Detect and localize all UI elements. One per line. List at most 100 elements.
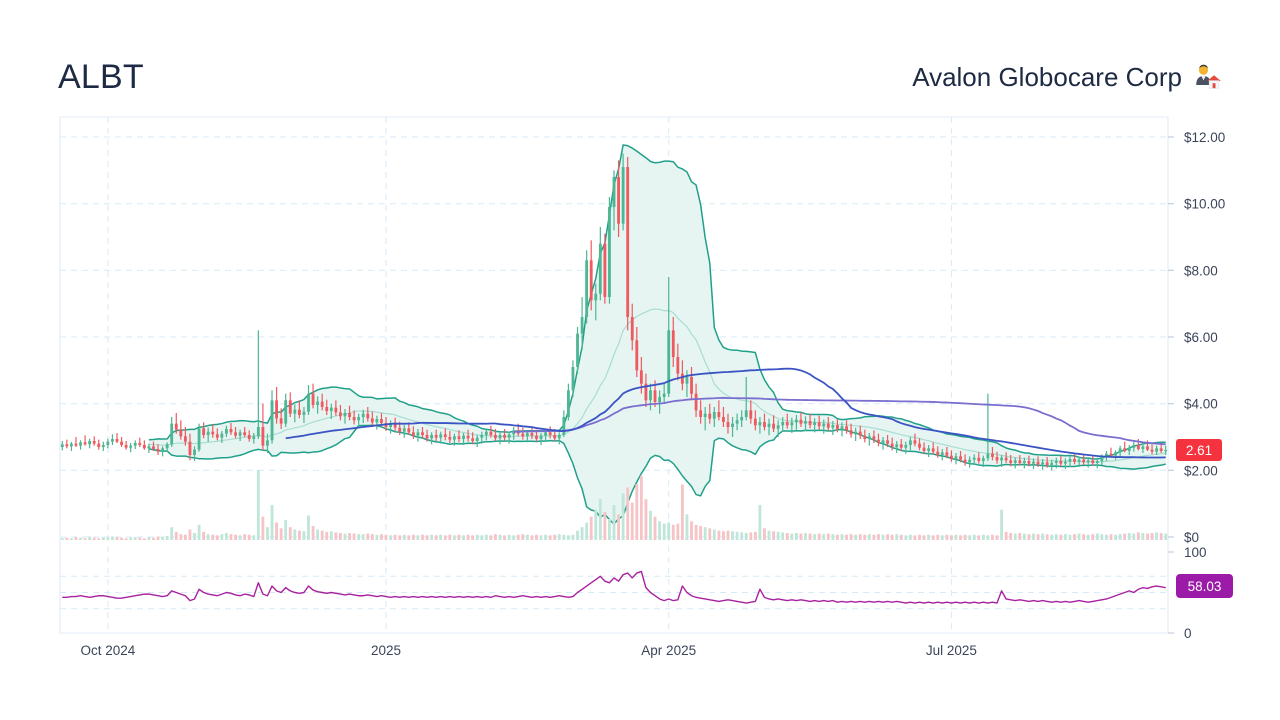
candle-body — [348, 413, 351, 417]
volume-bar — [439, 534, 443, 540]
candle-body — [703, 413, 707, 417]
rsi-last-badge[interactable]: 58.03 — [1176, 574, 1233, 598]
candle-body — [753, 418, 757, 426]
volume-bar — [680, 484, 684, 540]
volume-bar — [548, 535, 552, 540]
volume-bar — [722, 531, 725, 540]
candle-body — [676, 357, 680, 374]
volume-bar — [79, 537, 82, 540]
volume-bar — [881, 534, 885, 540]
last-price-badge[interactable]: 2.61 — [1176, 439, 1222, 461]
last-price-badge-bg[interactable] — [1176, 439, 1222, 461]
rsi-last-badge-text: 58.03 — [1188, 579, 1222, 594]
volume-bar — [498, 534, 502, 540]
rsi-last-badge-bg[interactable] — [1176, 574, 1233, 598]
candle-body — [489, 431, 493, 435]
candle-body — [744, 410, 748, 417]
candle-body — [854, 431, 858, 435]
volume-bar — [1050, 534, 1054, 540]
volume-bar — [174, 531, 178, 540]
volume-bar — [202, 531, 206, 540]
candle-body — [644, 383, 648, 401]
candle-body — [936, 451, 940, 455]
candle-body — [1032, 461, 1035, 464]
volume-bar — [1095, 533, 1099, 540]
candle-body — [731, 423, 734, 427]
candle-body — [740, 417, 744, 421]
volume-bar — [384, 534, 388, 540]
volume-bar — [986, 535, 990, 540]
volume-bar — [1123, 533, 1127, 540]
volume-bar — [193, 533, 196, 540]
volume-bar — [88, 536, 92, 540]
volume-bar — [726, 530, 730, 540]
candle-body — [147, 446, 151, 449]
volume-bar — [234, 534, 237, 540]
volume-bar — [699, 526, 703, 540]
volume-bar — [434, 535, 438, 540]
volume-bar — [142, 538, 146, 540]
price-axis-tick: $2.00 — [1184, 463, 1218, 478]
volume-bar — [630, 502, 634, 540]
x-axis-tick: Oct 2024 — [81, 643, 136, 658]
candle-body — [685, 377, 689, 384]
candle-body — [790, 422, 794, 426]
candle-body — [279, 418, 283, 424]
candle-body — [772, 423, 775, 429]
candle-body — [320, 401, 324, 407]
candle-body — [890, 443, 894, 447]
candle-body — [690, 377, 693, 394]
volume-bar — [489, 535, 493, 540]
x-axis-tick: Apr 2025 — [641, 643, 696, 658]
volume-bar — [530, 535, 534, 540]
volume-bar — [302, 531, 306, 540]
candle-body — [297, 409, 301, 415]
candle-body — [781, 422, 785, 426]
candle-body — [1050, 463, 1054, 465]
candle-body — [717, 412, 721, 417]
volume-bar — [266, 527, 269, 540]
volume-bar — [270, 505, 274, 540]
bollinger-upper-line — [148, 144, 1166, 460]
volume-bar — [612, 505, 616, 540]
candle-body — [1036, 461, 1040, 465]
candle-body — [840, 426, 844, 429]
volume-bar — [890, 534, 894, 540]
volume-bar — [767, 530, 771, 540]
volume-bar — [525, 534, 529, 540]
volume-bar — [1086, 534, 1090, 540]
candle-body — [352, 417, 356, 421]
volume-bar — [940, 535, 944, 540]
volume-bar — [380, 534, 383, 540]
volume-bar — [808, 533, 812, 540]
volume-bar — [539, 535, 543, 540]
volume-bar — [626, 487, 630, 540]
candle-body — [475, 437, 479, 441]
volume-bar — [238, 535, 242, 540]
candle-body — [831, 425, 835, 428]
candle-body — [557, 435, 561, 439]
candle-body — [735, 420, 739, 424]
candle-body — [1059, 461, 1063, 464]
candle-body — [630, 317, 634, 341]
volume-bar — [562, 534, 566, 540]
candle-body — [183, 436, 187, 442]
candle-body — [507, 434, 511, 438]
candle-body — [959, 456, 962, 460]
rsi-axis-tick: 100 — [1184, 545, 1207, 560]
volume-bar — [220, 534, 224, 540]
volume-bar — [421, 534, 424, 540]
volume-bar — [594, 509, 598, 540]
volume-bar — [225, 533, 228, 540]
candle-body — [995, 457, 999, 461]
volume-bar — [694, 524, 698, 540]
volume-bar — [357, 534, 361, 540]
candle-body — [375, 419, 379, 423]
candle-body — [494, 435, 497, 439]
volume-bar — [685, 514, 689, 540]
volume-bar — [712, 529, 716, 540]
volume-bar — [658, 521, 662, 540]
candle-body — [799, 419, 803, 424]
candle-body — [548, 432, 552, 435]
